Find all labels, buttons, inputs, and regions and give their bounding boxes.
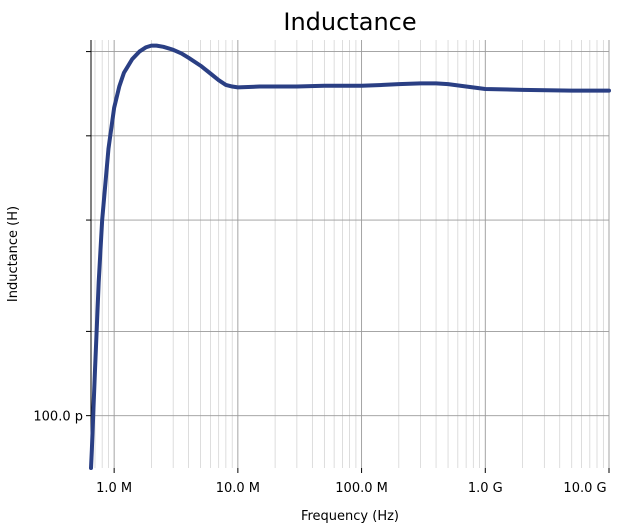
series-line-0 bbox=[89, 43, 611, 470]
tick-labels: 1.0 M 10.0 M 100.0 M 1.0 G 10.0 G 100.0 p bbox=[33, 410, 610, 496]
x-tick-label: 100.0 M bbox=[335, 481, 388, 496]
x-tick-label: 1.0 M bbox=[96, 481, 132, 496]
y-tick-label: 100.0 p bbox=[33, 410, 83, 425]
x-axis-label: Frequency (Hz) bbox=[301, 509, 399, 524]
x-tick-label: 10.0 M bbox=[216, 481, 260, 496]
x-tick-label: 1.0 G bbox=[468, 481, 503, 496]
x-tick-label: 10.0 G bbox=[563, 481, 606, 496]
series-layer bbox=[89, 43, 611, 470]
chart-title: Inductance bbox=[283, 8, 416, 36]
y-axis-label: Inductance (H) bbox=[6, 206, 21, 302]
grid bbox=[86, 40, 610, 468]
